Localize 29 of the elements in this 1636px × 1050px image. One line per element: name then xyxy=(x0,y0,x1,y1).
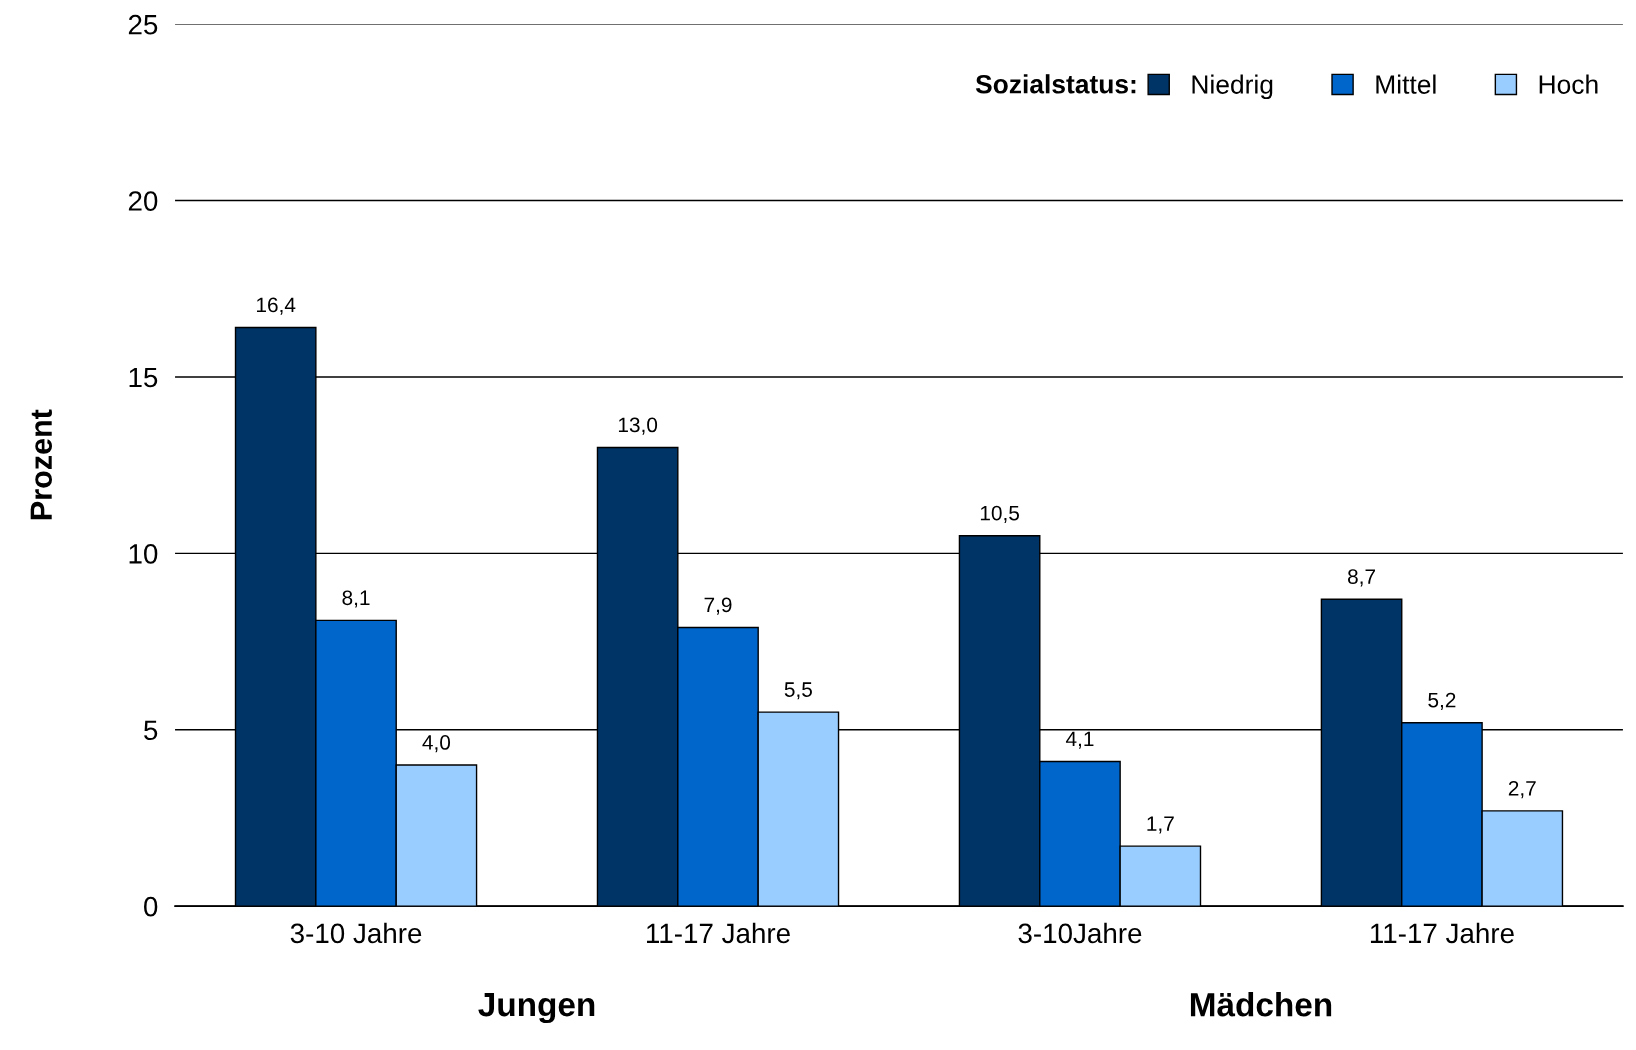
legend-title: Sozialstatus: xyxy=(975,74,1136,94)
data-label: 5,5 xyxy=(784,682,812,700)
text: Jungen xyxy=(478,993,595,1024)
data-label: 8,1 xyxy=(342,590,370,608)
y-tick-label: 10 xyxy=(129,544,158,564)
data-label: 13,0 xyxy=(618,417,658,435)
y-tick-label: 5 xyxy=(144,720,158,741)
x-tick-label: 11-17 Jahre xyxy=(1370,922,1514,944)
y-tick-label: 20 xyxy=(128,191,158,211)
y-tick-label: 15 xyxy=(129,367,158,388)
data-label: 16,4 xyxy=(256,297,296,315)
legend-label: Mittel xyxy=(1376,74,1436,94)
legend-label: Hoch xyxy=(1539,74,1598,94)
x-tick-label: 3-10 Jahre xyxy=(290,922,422,944)
data-label: 4,0 xyxy=(422,735,451,753)
data-label: 5,2 xyxy=(1428,692,1456,710)
y-axis-title: Prozent xyxy=(30,409,53,520)
y-tick-label: 0 xyxy=(144,896,158,917)
data-label: 4,1 xyxy=(1065,731,1094,749)
data-label: 1,7 xyxy=(1147,816,1174,834)
x-tick-label: 3-10Jahre xyxy=(1018,922,1142,944)
data-label: 2,7 xyxy=(1508,780,1536,799)
data-label: 10,5 xyxy=(980,505,1020,523)
data-label: 7,9 xyxy=(704,597,732,615)
text: Mädchen xyxy=(1190,992,1332,1017)
x-tick-label: 11-17 Jahre xyxy=(647,922,790,944)
legend-label: Niedrig xyxy=(1192,74,1273,100)
data-label: 8,7 xyxy=(1348,569,1376,587)
y-tick-label: 25 xyxy=(128,14,158,35)
